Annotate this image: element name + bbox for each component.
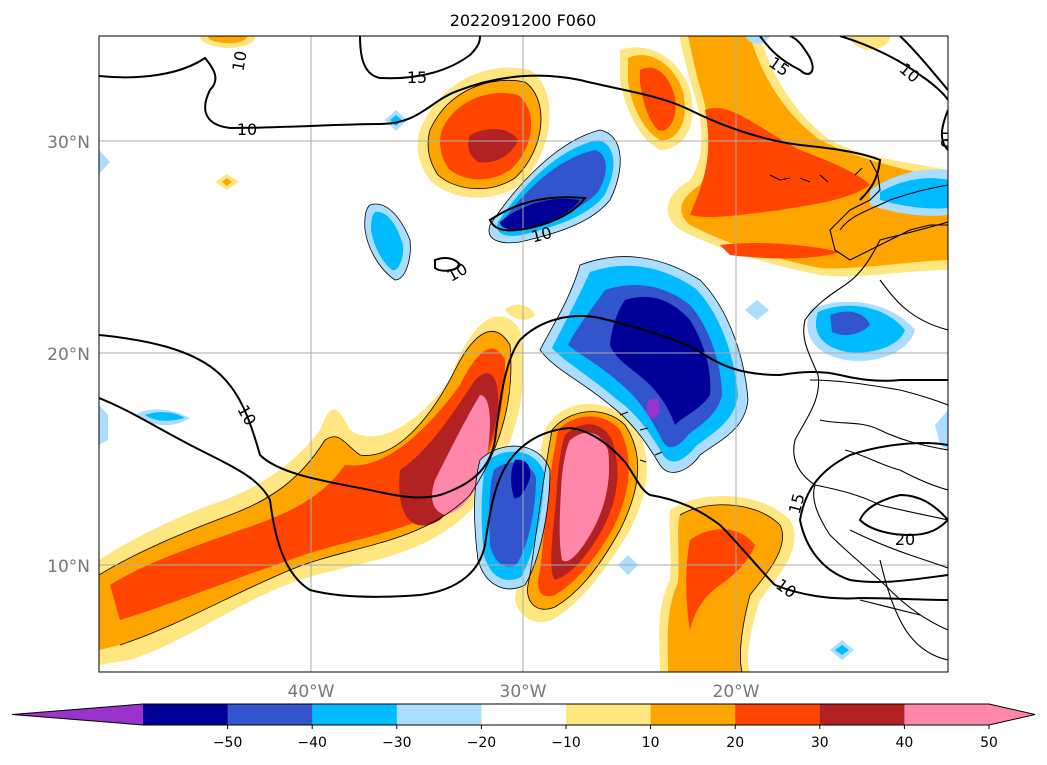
positive-anomaly-northeast xyxy=(200,36,948,277)
negative-anomaly-north xyxy=(489,130,621,243)
colorbar-tick-label: −10 xyxy=(551,735,581,751)
isolines xyxy=(99,36,948,601)
colorbar-tick-label: 10 xyxy=(642,735,660,751)
map-title: 2022091200 F060 xyxy=(450,11,597,30)
colorbar-outline xyxy=(11,703,1036,726)
lat-label: 30°N xyxy=(47,133,90,153)
colorbar-extend-max xyxy=(989,704,1035,725)
colorbar-segment xyxy=(481,704,567,725)
latitude-labels: 30°N 20°N 10°N xyxy=(47,133,90,577)
lon-label: 20°W xyxy=(713,682,760,702)
graticule xyxy=(99,36,948,672)
colorbar-tick-label: 40 xyxy=(895,735,913,751)
colorbar-tick-label: 50 xyxy=(980,735,998,751)
colorbar-segment xyxy=(819,704,905,725)
negative-anomaly-center xyxy=(540,256,748,473)
anomaly-outlines xyxy=(99,79,784,672)
positive-anomaly-southeast xyxy=(215,174,795,672)
colorbar-extend-min xyxy=(12,704,143,725)
map-frame xyxy=(98,35,949,673)
lat-label: 20°N xyxy=(47,345,90,365)
positive-anomaly-north xyxy=(417,67,550,198)
colorbar-tick-label: 30 xyxy=(811,735,829,751)
colorbar-tick-label: 20 xyxy=(726,735,744,751)
contour-label: 10 xyxy=(937,128,956,148)
longitude-labels: 40°W 30°W 20°W xyxy=(288,682,760,702)
positive-anomaly-tropical-center xyxy=(515,403,647,623)
contour-label: 10 xyxy=(228,49,250,72)
contour-label: 15 xyxy=(407,68,427,87)
lat-label: 10°N xyxy=(47,557,90,577)
colorbar-tick-label: −40 xyxy=(297,735,327,751)
contour-label: 10 xyxy=(237,120,257,139)
colorbar-segment xyxy=(650,704,736,725)
contour-label: 20 xyxy=(895,530,915,549)
colorbar-segment xyxy=(735,704,821,725)
colorbar-tick-label: −30 xyxy=(382,735,412,751)
colorbar-segment xyxy=(566,704,652,725)
map-panel: 10 15 10 10 10 10 15 10 10 15 20 10 xyxy=(99,36,956,672)
contour-label: 10 xyxy=(529,223,554,247)
lon-label: 30°W xyxy=(500,682,547,702)
coastlines xyxy=(619,159,948,661)
contour-label: 15 xyxy=(785,491,809,516)
colorbar-tick-label: −50 xyxy=(213,735,243,751)
colorbar-segment xyxy=(904,704,990,725)
colorbar-segment xyxy=(312,704,398,725)
colorbar-segment xyxy=(143,704,229,725)
colorbar: −50 −40 −30 −20 −10 10 20 30 40 50 xyxy=(11,703,1036,751)
colorbar-segment xyxy=(396,704,482,725)
lon-label: 40°W xyxy=(288,682,335,702)
colorbar-tick-label: −20 xyxy=(467,735,497,751)
colorbar-segment xyxy=(227,704,313,725)
